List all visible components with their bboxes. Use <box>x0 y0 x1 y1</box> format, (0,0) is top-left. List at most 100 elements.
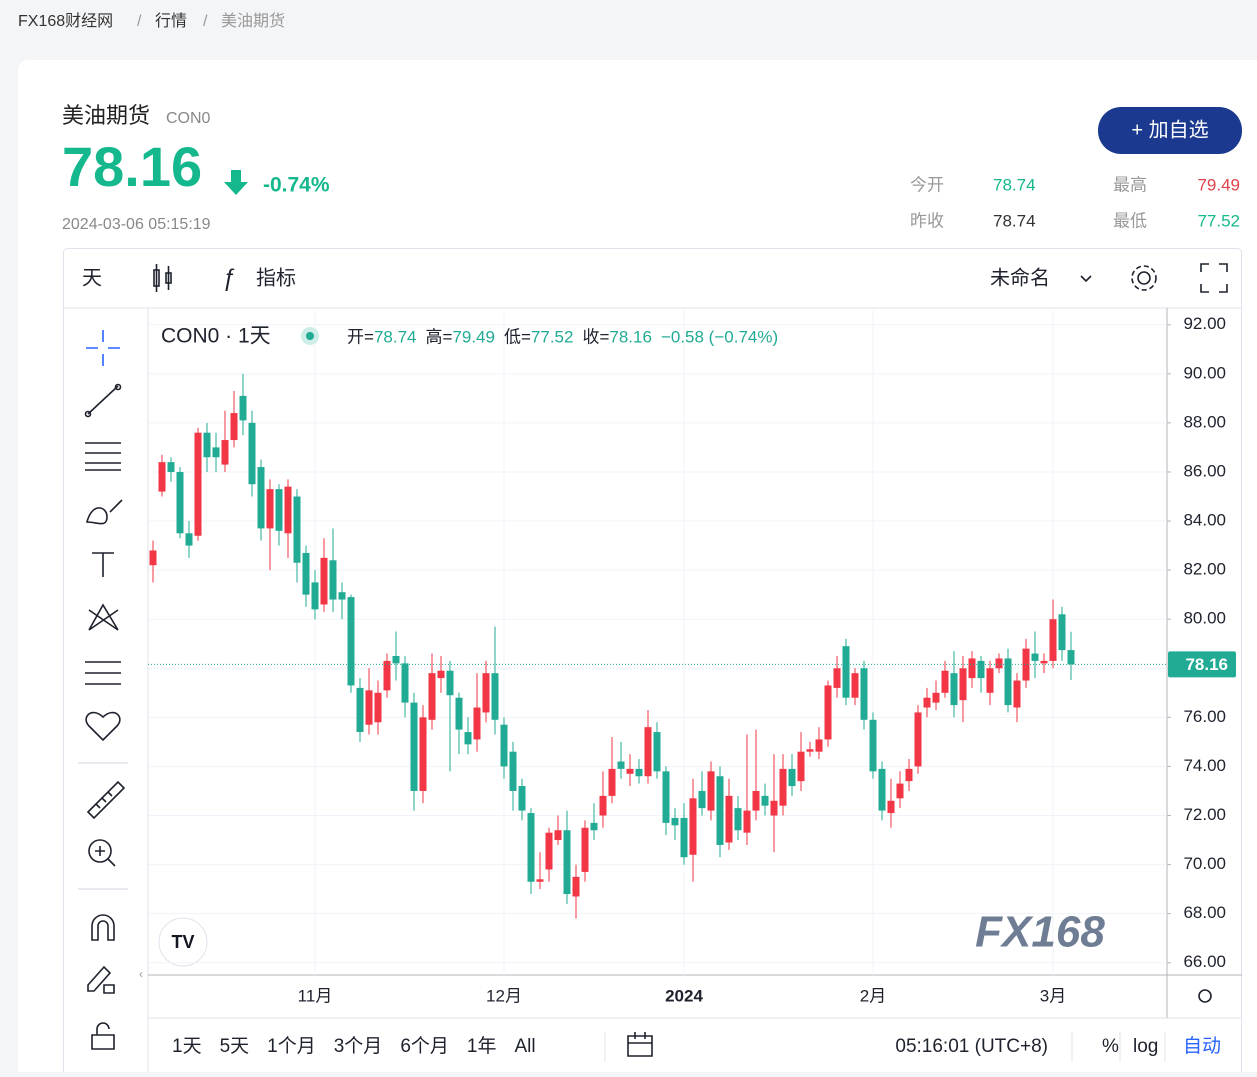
fullscreen-icon[interactable] <box>1200 263 1228 293</box>
candle-body <box>1049 619 1057 661</box>
candle-body <box>932 692 940 703</box>
candle-body <box>734 808 742 831</box>
stat-value: 77.52 <box>1197 211 1240 230</box>
candle-body <box>869 719 877 772</box>
candle-body <box>788 768 796 787</box>
add-button-label[interactable]: + 加自选 <box>1131 118 1208 141</box>
settings-icon[interactable] <box>1131 265 1157 291</box>
candle-body <box>275 489 283 531</box>
stat-label: 最低 <box>1113 211 1147 230</box>
candle-body <box>455 697 463 730</box>
date-range-icon[interactable] <box>627 1032 653 1057</box>
candle-body <box>158 462 166 492</box>
candle-body <box>950 673 958 706</box>
down-arrow <box>224 170 248 195</box>
candle-body <box>779 768 787 806</box>
x-tick-label: 3月 <box>1040 986 1066 1005</box>
candle-body <box>356 687 364 733</box>
scale-option[interactable]: log <box>1133 1036 1158 1057</box>
range-button[interactable]: 5天 <box>220 1036 250 1057</box>
code: CON0 <box>166 110 211 127</box>
candle-body <box>842 646 850 698</box>
range-button[interactable]: 1个月 <box>267 1035 316 1057</box>
candle-body <box>527 813 535 882</box>
layout-name[interactable]: 未命名 <box>990 266 1050 289</box>
candle-body <box>1040 660 1048 664</box>
crumb[interactable]: FX168财经网 <box>18 12 113 30</box>
scale-option[interactable]: % <box>1102 1036 1119 1057</box>
candle-body <box>896 783 904 799</box>
candle-body <box>833 668 841 688</box>
y-tick-label: 66.00 <box>1183 952 1226 971</box>
candle-body <box>410 702 418 791</box>
stat-value: 78.74 <box>993 211 1036 230</box>
candle-body <box>401 663 409 703</box>
candle-body <box>383 660 391 691</box>
y-tick-label: 86.00 <box>1183 461 1226 480</box>
sep: / <box>137 13 142 30</box>
settings-icon[interactable] <box>1137 271 1151 285</box>
tv-logo[interactable] <box>158 917 208 967</box>
stat-value: 79.49 <box>1197 175 1240 194</box>
candle-body <box>995 658 1003 669</box>
candle-body <box>194 432 202 536</box>
candle-body <box>185 533 193 546</box>
candle-body <box>212 447 220 458</box>
candle-body <box>761 795 769 806</box>
candle-body <box>653 732 661 772</box>
candle-body <box>797 751 805 782</box>
range-button[interactable]: All <box>514 1036 535 1057</box>
candle-body <box>1031 653 1039 661</box>
candle-body <box>1004 658 1012 706</box>
candle-body <box>203 432 211 458</box>
candle-body <box>941 670 949 693</box>
candle-body <box>635 768 643 777</box>
range-button[interactable]: 1年 <box>467 1035 497 1057</box>
range-button[interactable]: 3个月 <box>334 1035 383 1057</box>
candle-body <box>959 668 967 701</box>
clock[interactable]: 05:16:01 (UTC+8) <box>895 1036 1048 1057</box>
x-tick-label: 11月 <box>298 986 333 1005</box>
scale-option[interactable]: 自动 <box>1183 1035 1221 1057</box>
add-button[interactable] <box>1098 107 1242 154</box>
candle-body <box>905 768 913 782</box>
candle-body <box>599 795 607 816</box>
chevron[interactable] <box>1080 275 1092 283</box>
candle-body <box>716 776 724 845</box>
stat-value: 78.74 <box>993 175 1036 194</box>
candle-body <box>581 827 589 872</box>
candle-body <box>257 467 265 529</box>
fx-icon[interactable]: ƒ <box>222 264 235 291</box>
legend-symbol: CON0 · 1天 <box>161 325 271 348</box>
sep: / <box>203 13 208 30</box>
tools[interactable] <box>78 330 128 1050</box>
legend: 开= 78.74 高= 79.49 低= 77.52 收= 78.16 −0.58 (−0.74… <box>347 327 778 346</box>
candle-body <box>986 668 994 693</box>
change: -0.74% <box>263 174 330 197</box>
candle-body <box>338 592 346 600</box>
candle-body <box>851 673 859 698</box>
range-button[interactable]: 6个月 <box>400 1035 449 1057</box>
watermark: FX168 <box>975 908 1105 957</box>
legend-label: 低= <box>504 327 531 346</box>
candle-body <box>689 798 697 855</box>
candle-body <box>590 822 598 831</box>
indicators[interactable]: 指标 <box>256 266 296 289</box>
candle-body <box>437 670 445 679</box>
time: 2024-03-06 05:15:19 <box>62 216 211 233</box>
candle-body <box>554 830 562 841</box>
status-dot <box>306 332 314 340</box>
candle-icon[interactable] <box>153 264 172 292</box>
candle-body <box>293 496 301 563</box>
legend-value: 77.52 <box>531 327 574 346</box>
legend-label: 收= <box>582 327 609 346</box>
y-tick-label: 68.00 <box>1183 903 1226 922</box>
interval[interactable]: 天 <box>82 267 102 289</box>
crumb[interactable]: 行情 <box>155 12 187 30</box>
axis-settings[interactable] <box>1198 989 1212 1003</box>
collapse[interactable]: ‹ <box>139 967 143 981</box>
range-button[interactable]: 1天 <box>172 1036 202 1057</box>
y-tick-label: 92.00 <box>1183 314 1226 333</box>
crumb: 美油期货 <box>221 12 285 30</box>
tv-logo-text: TV <box>171 932 194 952</box>
